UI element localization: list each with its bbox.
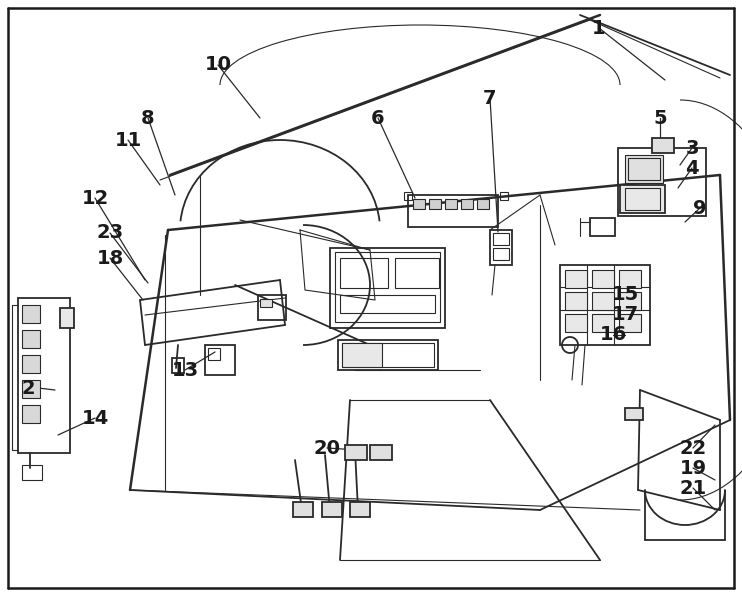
- Bar: [493, 233, 509, 245]
- Bar: [22, 305, 40, 323]
- Bar: [652, 138, 674, 153]
- Text: 21: 21: [680, 479, 706, 498]
- Text: 23: 23: [96, 224, 124, 243]
- Text: 7: 7: [483, 88, 496, 107]
- Bar: [322, 502, 342, 517]
- Bar: [345, 445, 367, 460]
- Bar: [565, 270, 587, 288]
- Bar: [335, 252, 440, 322]
- Bar: [445, 199, 457, 209]
- Text: 19: 19: [680, 458, 706, 477]
- Bar: [565, 314, 587, 332]
- Text: 14: 14: [82, 408, 108, 427]
- Bar: [172, 358, 184, 373]
- Bar: [490, 230, 512, 265]
- Bar: [618, 148, 706, 216]
- Bar: [60, 308, 74, 328]
- Text: 3: 3: [686, 138, 699, 157]
- Text: 8: 8: [141, 108, 155, 128]
- Bar: [592, 270, 614, 288]
- Bar: [592, 292, 614, 310]
- Bar: [18, 298, 70, 453]
- Bar: [477, 199, 489, 209]
- Bar: [619, 314, 641, 332]
- Bar: [493, 248, 509, 260]
- Bar: [22, 330, 40, 348]
- Text: 17: 17: [611, 306, 639, 324]
- Bar: [205, 345, 235, 375]
- Bar: [370, 445, 392, 460]
- Text: 5: 5: [653, 108, 667, 128]
- Text: 20: 20: [314, 439, 341, 458]
- Bar: [208, 348, 220, 360]
- Bar: [625, 188, 660, 210]
- Text: 4: 4: [685, 159, 699, 178]
- Bar: [258, 295, 286, 320]
- Bar: [619, 270, 641, 288]
- Bar: [461, 199, 473, 209]
- Bar: [22, 465, 42, 480]
- Bar: [628, 158, 660, 180]
- Text: 2: 2: [22, 378, 35, 398]
- Text: 6: 6: [371, 108, 385, 128]
- Bar: [22, 405, 40, 423]
- Bar: [395, 258, 439, 288]
- Bar: [338, 340, 438, 370]
- Bar: [293, 502, 313, 517]
- Bar: [625, 155, 663, 183]
- Bar: [350, 502, 370, 517]
- Bar: [413, 199, 425, 209]
- Text: 18: 18: [96, 249, 124, 268]
- Bar: [330, 248, 445, 328]
- Text: 16: 16: [600, 325, 627, 344]
- Bar: [340, 295, 435, 313]
- Bar: [620, 185, 665, 213]
- Bar: [590, 218, 615, 236]
- Bar: [340, 258, 388, 288]
- Text: 12: 12: [82, 188, 108, 207]
- Bar: [565, 292, 587, 310]
- Bar: [342, 343, 434, 367]
- Text: 10: 10: [205, 55, 232, 74]
- Bar: [22, 380, 40, 398]
- Text: 9: 9: [693, 198, 706, 218]
- Text: 1: 1: [592, 18, 605, 38]
- Bar: [404, 192, 412, 200]
- Text: 11: 11: [114, 131, 142, 150]
- Bar: [560, 265, 650, 345]
- Text: 22: 22: [680, 439, 706, 458]
- Bar: [260, 299, 272, 307]
- Text: 13: 13: [171, 361, 199, 380]
- Bar: [592, 314, 614, 332]
- Bar: [500, 192, 508, 200]
- Bar: [429, 199, 441, 209]
- Bar: [342, 343, 382, 367]
- Bar: [619, 292, 641, 310]
- Bar: [22, 355, 40, 373]
- Bar: [625, 408, 643, 420]
- Bar: [408, 195, 498, 227]
- Text: 15: 15: [611, 285, 639, 305]
